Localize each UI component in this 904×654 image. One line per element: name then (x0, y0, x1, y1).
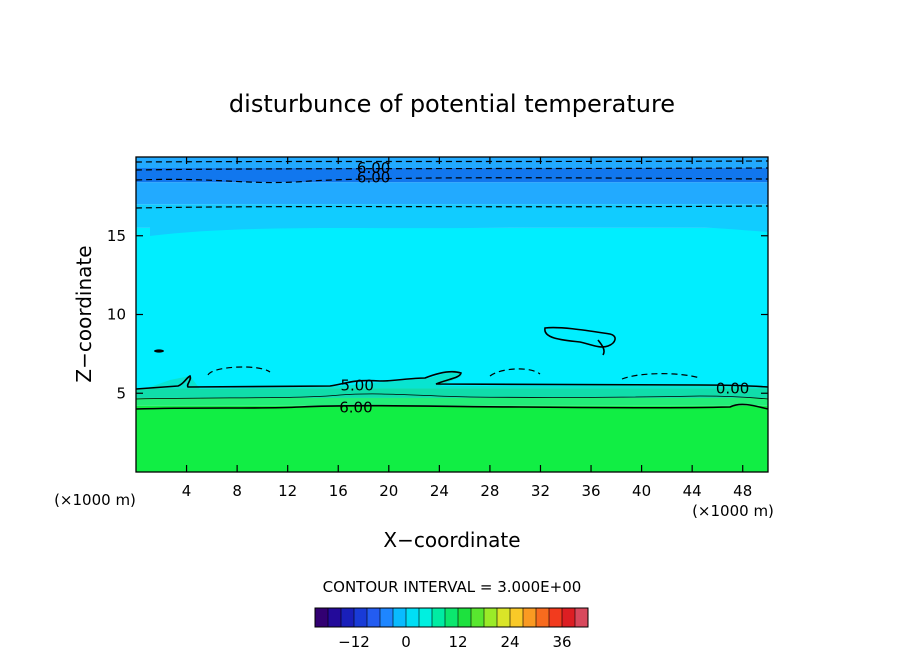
contour-island-tail (597, 339, 605, 356)
colorbar-tick-label-0: −12 (338, 633, 370, 651)
x-axis-label: X−coordinate (383, 528, 520, 552)
colorbar-cell-18 (549, 608, 563, 627)
colorbar-cell-2 (341, 608, 355, 627)
colorbar-ticks: −12 0 12 24 36 (338, 633, 571, 651)
field-band-6 (136, 168, 768, 183)
colorbar-cell-12 (471, 608, 485, 627)
colorbar-cell-4 (367, 608, 381, 627)
contour-label-0: 5.00 (340, 376, 373, 394)
colorbar-cell-5 (380, 608, 394, 627)
x-tick-label-1: 8 (232, 482, 242, 500)
x-tick-label-0: 4 (182, 482, 192, 500)
colorbar-cell-15 (510, 608, 524, 627)
colorbar-cell-0 (315, 608, 329, 627)
dashed-cell-1 (207, 366, 271, 376)
x-tick-label-6: 28 (480, 482, 499, 500)
field-band-5 (136, 182, 768, 205)
x-tick-label-11: 48 (733, 482, 752, 500)
lower-patch (136, 370, 768, 397)
x-tick-label-9: 40 (632, 482, 651, 500)
dashed-cell-2 (489, 368, 541, 377)
colorbar-tick-label-3: 24 (500, 633, 519, 651)
y-axis-ticks: 5 10 15 (107, 227, 768, 402)
y-tick-label-1: 10 (107, 306, 126, 324)
colorbar-cell-17 (536, 608, 550, 627)
plot-area (135, 156, 769, 473)
colorbar-cell-3 (354, 608, 368, 627)
dashed-cell-3 (621, 373, 701, 380)
contour-label-4: 6.00 (357, 168, 390, 186)
contour-neg-6a (135, 177, 769, 184)
x-tick-label-8: 36 (581, 482, 600, 500)
colorbar-cell-16 (523, 608, 537, 627)
x-tick-label-7: 32 (531, 482, 550, 500)
colorbar-tick-label-2: 12 (448, 633, 467, 651)
y-tick-label-2: 15 (107, 227, 126, 245)
x-unit-label: (×1000 m) (692, 502, 774, 520)
contour-neg-3 (135, 205, 769, 209)
contour-labels: 5.00 0.006.006.006.00 (339, 159, 749, 416)
field-band-0 (136, 405, 768, 472)
contour-neg-9 (135, 160, 769, 163)
field-band-3 (136, 227, 768, 389)
colorbar-tick-label-4: 36 (552, 633, 571, 651)
colorbar-cell-6 (393, 608, 407, 627)
x-tick-label-10: 44 (683, 482, 702, 500)
y-tick-label-0: 5 (116, 384, 126, 402)
contour-interval-label: CONTOUR INTERVAL = 3.000E+00 (323, 578, 582, 596)
colorbar-frame (314, 607, 589, 628)
x-tick-label-2: 12 (278, 482, 297, 500)
contour-spot (154, 349, 164, 353)
contour-3 (135, 393, 769, 400)
contour-6-lower (135, 403, 769, 410)
contour-label-1: 0.00 (716, 380, 749, 398)
colorbar-cell-13 (484, 608, 498, 627)
colorbar-cell-9 (432, 608, 446, 627)
colorbar-cell-19 (562, 608, 576, 627)
colorbar-cell-1 (328, 608, 342, 627)
field-band-4 (136, 204, 768, 228)
y-unit-label: (×1000 m) (54, 491, 136, 509)
colorbar-cell-10 (445, 608, 459, 627)
field-band-7 (136, 157, 768, 169)
colorbar-tick-label-1: 0 (401, 633, 411, 651)
x-tick-label-4: 20 (379, 482, 398, 500)
contour-island (544, 326, 616, 348)
chart-title: disturbunce of potential temperature (229, 90, 675, 118)
contour-0 (135, 370, 769, 390)
contour-lines (135, 160, 769, 410)
y-axis-label: Z−coordinate (72, 245, 96, 382)
colorbar (314, 607, 589, 628)
colorbar-cell-20 (575, 608, 589, 627)
contour-label-3: 6.00 (357, 159, 390, 177)
upper-patch (150, 222, 768, 236)
field-band-1 (136, 397, 768, 406)
field-patches (136, 222, 768, 397)
colorbar-cell-7 (406, 608, 420, 627)
x-tick-label-5: 24 (430, 482, 449, 500)
colorbar-cell-8 (419, 608, 433, 627)
x-tick-label-3: 16 (329, 482, 348, 500)
x-axis-ticks: 4 8 12 16 20 24 28 32 36 40 44 48 (182, 157, 752, 500)
contour-label-2: 6.00 (339, 398, 372, 416)
colorbar-cell-11 (458, 608, 472, 627)
contour-neg-6b (135, 167, 769, 171)
colorbar-cell-14 (497, 608, 511, 627)
temperature-field (136, 157, 768, 472)
